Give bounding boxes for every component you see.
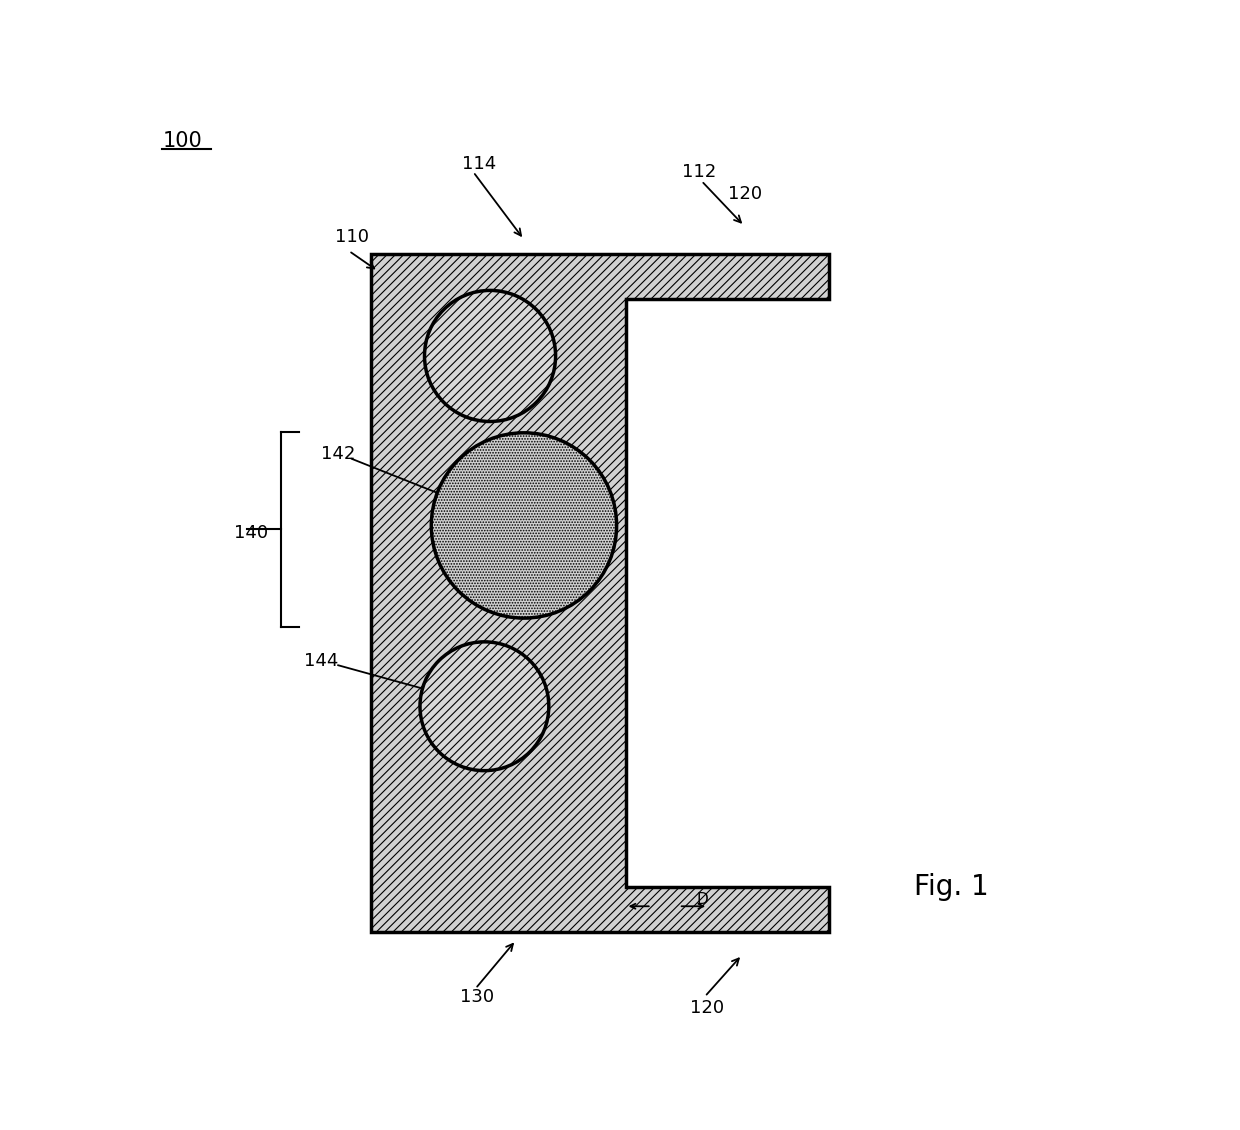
Text: 120: 120: [689, 999, 724, 1017]
Text: 100: 100: [162, 131, 202, 151]
Text: 120: 120: [728, 185, 763, 203]
Text: 140: 140: [233, 524, 268, 542]
Text: Fig. 1: Fig. 1: [914, 873, 988, 901]
Text: 142: 142: [321, 445, 355, 463]
Text: 130: 130: [460, 988, 494, 1006]
Text: 112: 112: [682, 163, 717, 181]
Polygon shape: [372, 254, 830, 932]
Circle shape: [432, 433, 616, 618]
Text: 114: 114: [461, 155, 496, 173]
Text: 144: 144: [304, 652, 339, 670]
Circle shape: [424, 290, 556, 421]
Circle shape: [420, 642, 549, 771]
Text: D: D: [697, 892, 708, 907]
Text: 110: 110: [335, 228, 370, 246]
